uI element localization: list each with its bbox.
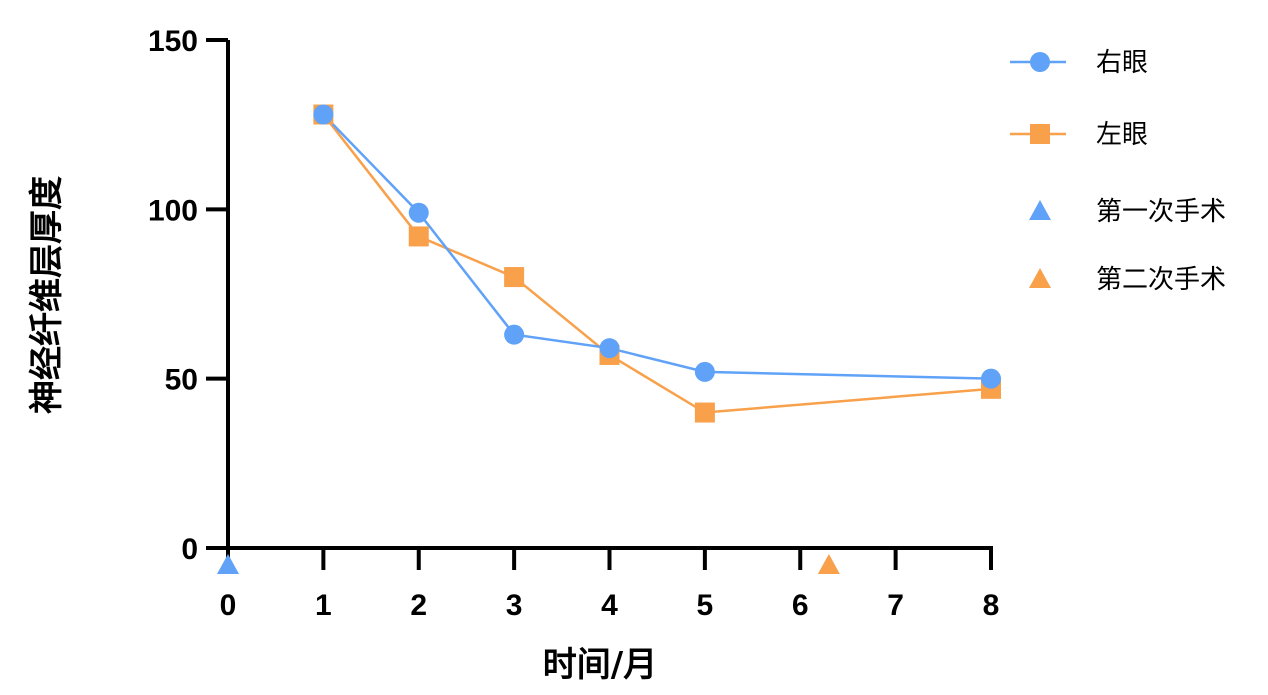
triangle-icon bbox=[217, 554, 239, 574]
data-point-circle bbox=[408, 202, 429, 223]
triangle-icon bbox=[1029, 200, 1051, 220]
y-axis-title-text: 神经纤维层厚度 bbox=[27, 176, 67, 414]
series-line-right-eye bbox=[322, 113, 992, 380]
series-markers bbox=[313, 104, 1001, 423]
legend-label: 第一次手术 bbox=[1096, 197, 1226, 227]
y-tick-label: 100 bbox=[148, 194, 198, 227]
data-point-circle bbox=[504, 324, 525, 345]
y-tick-label: 0 bbox=[181, 533, 198, 566]
legend-label: 左眼 bbox=[1096, 120, 1148, 150]
x-tick-label: 7 bbox=[887, 589, 904, 622]
series-lines bbox=[322, 113, 992, 414]
triangle-icon bbox=[817, 554, 840, 574]
x-tick-label: 5 bbox=[697, 589, 714, 622]
y-tick-label: 50 bbox=[165, 364, 198, 397]
data-point-circle bbox=[694, 361, 715, 382]
x-axis-title-text: 时间/月 bbox=[543, 645, 657, 685]
data-point-circle bbox=[313, 104, 334, 125]
x-tick-label: 3 bbox=[506, 589, 523, 622]
surgery-markers bbox=[217, 554, 840, 574]
x-tick-label: 8 bbox=[983, 589, 1000, 622]
data-point-square bbox=[504, 267, 525, 288]
x-tick-label: 0 bbox=[220, 589, 237, 622]
square-icon bbox=[1030, 124, 1050, 144]
y-axis-title: 神经纤维层厚度 bbox=[27, 176, 67, 414]
legend-item: 第一次手术 bbox=[1029, 197, 1226, 227]
x-tick-label: 6 bbox=[792, 589, 809, 622]
triangle-icon bbox=[1029, 268, 1051, 288]
x-tick-label: 2 bbox=[410, 589, 427, 622]
x-tick-label: 4 bbox=[601, 589, 618, 622]
series-line-left-eye bbox=[322, 113, 992, 414]
legend-label: 第二次手术 bbox=[1096, 265, 1226, 295]
y-tick-label: 150 bbox=[148, 25, 198, 58]
data-point-circle bbox=[981, 368, 1001, 389]
legend-item: 第二次手术 bbox=[1029, 265, 1226, 295]
data-point-square bbox=[408, 226, 429, 247]
data-point-circle bbox=[599, 338, 620, 359]
axes: 0 50 100 150 0 1 2 3 4 5 6 7 8 bbox=[148, 25, 999, 622]
legend-item: 右眼 bbox=[1010, 48, 1148, 78]
x-tick-label: 1 bbox=[315, 589, 332, 622]
legend-label: 右眼 bbox=[1096, 48, 1148, 78]
data-point-square bbox=[694, 402, 715, 423]
circle-icon bbox=[1030, 52, 1050, 72]
legend-item: 左眼 bbox=[1010, 120, 1148, 150]
